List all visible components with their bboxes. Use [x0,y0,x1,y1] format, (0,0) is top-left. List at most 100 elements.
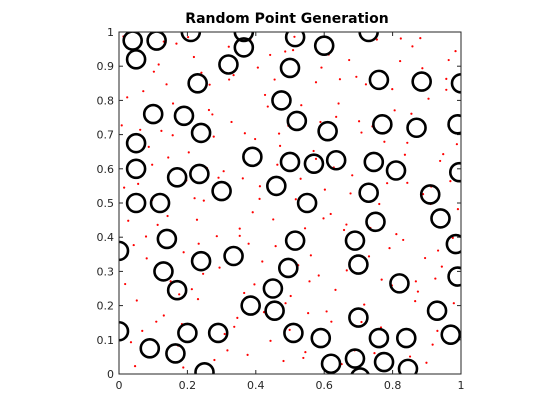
data-point-circle [348,254,369,275]
data-point-dot [456,208,460,211]
data-point-dot [375,38,378,41]
data-point-circle [284,230,306,251]
data-point-circle [146,32,167,51]
data-point-dot [411,45,414,48]
data-point-dot [192,55,195,59]
data-point-dot [187,151,190,154]
data-point-dot [186,36,190,39]
data-point-dot [391,88,394,91]
data-point-dot [277,132,281,135]
data-point-circle [348,307,369,328]
data-point-dot [342,228,346,232]
data-point-dot [223,332,226,336]
data-point-dot [330,320,333,323]
data-point-dot [406,141,409,144]
data-point-circle [166,167,188,188]
data-point-dot [325,310,328,313]
y-tick-label: 0.6 [97,163,115,176]
data-point-dot [151,163,154,166]
data-point-dot [335,115,338,118]
data-point-circle [125,49,147,70]
data-point-dot [197,242,200,245]
data-point-dot [238,227,241,230]
data-point-dot [243,132,246,135]
data-point-dot [454,50,457,53]
data-point-circle [385,160,407,181]
data-point-dot [427,97,430,100]
data-point-dot [129,341,133,344]
data-point-circle [279,151,301,173]
data-point-dot [300,104,303,107]
data-point-circle [430,208,451,229]
data-point-circle [142,103,164,125]
data-point-circle [153,261,174,282]
data-point-dot [416,290,420,293]
x-tick-label: 0.4 [247,379,265,392]
data-point-circle [218,54,239,75]
data-point-dot [357,120,361,123]
data-point-dot [289,294,292,298]
data-point-circle [223,245,244,267]
data-point-circle [440,324,461,345]
data-point-dot [126,96,129,99]
data-point-dot [238,234,241,237]
data-point-dot [308,280,311,283]
data-point-dot [182,366,185,369]
data-point-circle [149,192,171,214]
data-point-circle [271,90,292,111]
data-point-circle [445,233,461,255]
data-point-dot [293,35,296,38]
data-point-dot [124,282,127,286]
data-point-circle [187,73,208,94]
data-point-dot [211,113,214,116]
data-point-dot [127,219,130,222]
data-point-circle [310,327,332,349]
data-point-circle [264,300,285,322]
data-point-circle [350,367,370,374]
data-point-circle [211,180,232,202]
data-point-dot [355,75,358,78]
x-tick-label: 0.2 [179,379,197,392]
data-point-circle [365,211,386,233]
data-point-circle [325,149,347,171]
data-point-dot [373,352,376,355]
y-tick-label: 0.1 [97,334,115,347]
data-point-dot [155,320,158,323]
data-point-dot [243,291,246,295]
data-point-circle [173,105,195,127]
data-point-dot [360,131,363,134]
data-point-dot [233,325,236,328]
data-point-dot [378,202,381,206]
data-point-dot [217,176,220,179]
data-point-dot [348,58,351,62]
data-point-dot [399,59,402,63]
data-point-dot [200,71,203,74]
data-point-circle [358,32,379,43]
data-point-dot [307,312,310,315]
data-point-dot [208,83,211,86]
data-point-dot [171,102,175,105]
data-point-dot [338,78,342,81]
data-point-dot [142,90,145,93]
data-point-circle [344,348,366,369]
data-point-circle [284,32,306,48]
data-point-dot [440,265,443,268]
data-point-circle [406,117,427,139]
data-point-circle [119,320,130,342]
circle-series [119,32,461,374]
data-point-circle [119,240,130,262]
data-point-circle [426,300,448,322]
data-point-dot [445,88,448,91]
data-point-dot [269,53,272,57]
data-point-dot [309,254,312,257]
data-point-circle [125,132,147,154]
data-point-dot [190,288,193,291]
data-point-dot [276,163,279,166]
data-point-circle [125,158,147,180]
data-point-dot [171,134,174,137]
data-point-dot [351,174,354,177]
data-point-circle [125,192,147,214]
y-tick-label: 0.2 [97,300,115,313]
data-point-dot [294,198,297,201]
